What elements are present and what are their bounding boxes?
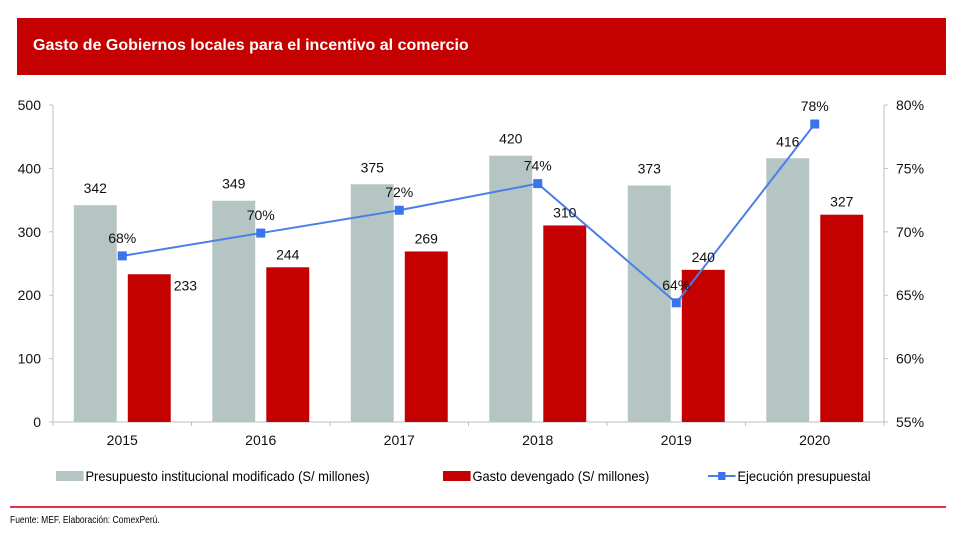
data-label-presupuesto: 416: [776, 133, 800, 149]
data-label-presupuesto: 349: [222, 176, 246, 192]
x-tick-label: 2016: [245, 432, 276, 448]
data-label-gasto: 240: [692, 249, 716, 265]
ejecucion-marker: [810, 119, 820, 129]
data-label-ejecucion: 64%: [662, 277, 690, 293]
y2-tick-label: 55%: [896, 414, 924, 430]
y2-tick-label: 65%: [896, 287, 924, 303]
source-note: Fuente: MEF. Elaboración: ComexPerú.: [10, 515, 160, 526]
x-tick-label: 2019: [661, 432, 692, 448]
y-tick-label: 400: [18, 160, 42, 176]
ejecucion-marker: [394, 205, 404, 215]
data-label-gasto: 327: [830, 194, 854, 210]
ejecucion-marker: [117, 251, 127, 261]
data-labels: 342 349 375 420 373 416 233 244 269 310 240 327 68% 7…: [84, 98, 854, 293]
data-label-gasto: 310: [553, 204, 577, 220]
bar-gasto: [543, 225, 587, 422]
bar-presupuesto: [627, 185, 671, 422]
ejecucion-marker: [533, 179, 543, 189]
legend-label: Presupuesto institucional modificado (S/…: [85, 468, 370, 484]
data-label-ejecucion: 68%: [108, 230, 136, 246]
legend-swatch-gasto: [443, 471, 471, 481]
data-label-gasto: 244: [276, 246, 300, 262]
legend-label: Ejecución presupuestal: [737, 468, 871, 484]
bar-presupuesto: [350, 184, 394, 422]
ejecucion-polyline: [122, 123, 816, 305]
legend-item-ejecucion: Ejecución presupuestal: [708, 468, 871, 484]
data-label-presupuesto: 373: [638, 161, 662, 177]
legend-item-presupuesto: Presupuesto institucional modificado (S/…: [56, 468, 370, 484]
y2-tick-label: 80%: [896, 97, 924, 113]
data-label-gasto: 233: [174, 277, 198, 293]
bar-presupuesto: [489, 155, 533, 422]
axes: 0 100 200 300 400 500 55% 60% 65% 70% 75% 80% 2015 20…: [18, 97, 924, 448]
y-tick-label: 100: [18, 351, 42, 367]
y2-tick-label: 70%: [896, 224, 924, 240]
data-label-ejecucion: 78%: [801, 98, 829, 114]
y2-tick-label: 60%: [896, 351, 924, 367]
x-tick-label: 2017: [384, 432, 415, 448]
bars: [73, 155, 864, 423]
y2-tick-label: 75%: [896, 160, 924, 176]
ejecucion-line: [117, 119, 820, 308]
x-tick-label: 2015: [107, 432, 138, 448]
legend-line-marker-icon: [708, 471, 736, 481]
x-tick-label: 2020: [799, 432, 830, 448]
bar-gasto: [266, 267, 310, 422]
bar-presupuesto: [212, 200, 256, 422]
ejecucion-marker: [671, 298, 681, 308]
bar-gasto: [820, 214, 864, 422]
chart-title: Gasto de Gobiernos locales para el incen…: [33, 37, 469, 54]
data-label-ejecucion: 70%: [247, 207, 275, 223]
bar-gasto: [404, 251, 448, 422]
data-label-presupuesto: 375: [361, 159, 385, 175]
legend-label: Gasto devengado (S/ millones): [472, 468, 650, 484]
bar-presupuesto: [766, 158, 810, 423]
y-tick-label: 0: [33, 414, 41, 430]
footer-divider: [10, 506, 946, 508]
y-tick-label: 500: [18, 97, 42, 113]
y-tick-label: 300: [18, 224, 42, 240]
bar-presupuesto: [73, 205, 117, 422]
bar-gasto: [127, 274, 171, 422]
y-tick-label: 200: [18, 287, 42, 303]
data-label-ejecucion: 72%: [385, 184, 413, 200]
legend-item-gasto: Gasto devengado (S/ millones): [443, 468, 649, 484]
data-label-presupuesto: 342: [84, 180, 108, 196]
legend: Presupuesto institucional modificado (S/…: [0, 468, 964, 488]
title-band: Gasto de Gobiernos locales para el incen…: [17, 18, 946, 75]
ejecucion-marker: [256, 228, 266, 238]
data-label-ejecucion: 74%: [524, 158, 552, 174]
bar-gasto: [681, 269, 725, 422]
data-label-presupuesto: 420: [499, 131, 523, 147]
chart-plot: 0 100 200 300 400 500 55% 60% 65% 70% 75% 80% 2015 20…: [18, 97, 924, 448]
data-label-gasto: 269: [415, 230, 439, 246]
legend-swatch-presupuesto: [56, 471, 84, 481]
x-tick-label: 2018: [522, 432, 553, 448]
